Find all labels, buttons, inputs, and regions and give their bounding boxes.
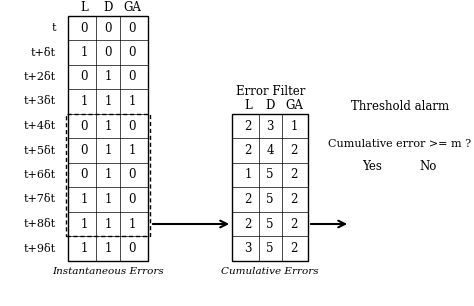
Text: D: D (103, 1, 113, 14)
Text: Yes: Yes (362, 159, 382, 173)
Text: 1: 1 (80, 242, 88, 255)
Text: 1: 1 (104, 144, 112, 157)
Text: 1: 1 (104, 242, 112, 255)
Text: 1: 1 (128, 95, 136, 108)
Text: 2: 2 (244, 120, 252, 132)
Text: No: No (419, 159, 437, 173)
Text: 3: 3 (266, 120, 274, 132)
Text: 5: 5 (266, 193, 274, 206)
Text: 0: 0 (128, 46, 136, 59)
Text: 1: 1 (104, 120, 112, 132)
Text: 0: 0 (80, 70, 88, 84)
Text: 1: 1 (80, 95, 88, 108)
Text: t+8δt: t+8δt (24, 219, 56, 229)
Text: t+2δt: t+2δt (24, 72, 56, 82)
Text: 1: 1 (128, 218, 136, 230)
Text: 1: 1 (80, 46, 88, 59)
Text: t+3δt: t+3δt (24, 96, 56, 106)
Text: Threshold alarm: Threshold alarm (351, 99, 449, 113)
Text: 0: 0 (128, 193, 136, 206)
Text: 0: 0 (80, 21, 88, 35)
Text: 0: 0 (80, 120, 88, 132)
Text: 2: 2 (244, 218, 252, 230)
Text: 0: 0 (104, 46, 112, 59)
Text: 2: 2 (244, 193, 252, 206)
Bar (66, 114, 150, 236)
Text: t+4δt: t+4δt (24, 121, 56, 131)
Text: 0: 0 (128, 21, 136, 35)
Text: 0: 0 (104, 21, 112, 35)
Text: 0: 0 (128, 169, 136, 181)
Text: D: D (265, 99, 275, 112)
Text: 1: 1 (104, 95, 112, 108)
Text: Instantaneous Errors: Instantaneous Errors (52, 267, 164, 276)
Text: 2: 2 (290, 193, 298, 206)
Text: 2: 2 (244, 144, 252, 157)
Text: t+6δt: t+6δt (24, 170, 56, 180)
Text: 1: 1 (244, 169, 252, 181)
Text: 1: 1 (104, 70, 112, 84)
Text: L: L (80, 1, 88, 14)
Text: 5: 5 (266, 169, 274, 181)
Text: t+7δt: t+7δt (24, 195, 56, 204)
Text: 3: 3 (244, 242, 252, 255)
Text: 1: 1 (80, 218, 88, 230)
Text: 1: 1 (104, 218, 112, 230)
Text: 1: 1 (104, 169, 112, 181)
Text: 0: 0 (80, 144, 88, 157)
Text: Error Filter: Error Filter (237, 85, 306, 98)
Text: t+5δt: t+5δt (24, 145, 56, 155)
Text: t: t (52, 23, 56, 33)
Text: GA: GA (285, 99, 303, 112)
Text: 5: 5 (266, 242, 274, 255)
Text: 1: 1 (80, 193, 88, 206)
Text: 4: 4 (266, 144, 274, 157)
Text: 0: 0 (128, 70, 136, 84)
Text: 2: 2 (290, 242, 298, 255)
Text: t+δt: t+δt (31, 47, 56, 58)
Text: Cumulative Errors: Cumulative Errors (221, 267, 319, 276)
Text: 0: 0 (128, 120, 136, 132)
Text: t+9δt: t+9δt (24, 244, 56, 253)
Bar (232, 114, 308, 261)
Text: 2: 2 (290, 144, 298, 157)
Text: Cumulative error >= m ?: Cumulative error >= m ? (328, 139, 472, 149)
Text: 0: 0 (128, 242, 136, 255)
Text: L: L (244, 99, 252, 112)
Text: 2: 2 (290, 218, 298, 230)
Text: 1: 1 (104, 193, 112, 206)
Text: 5: 5 (266, 218, 274, 230)
Text: 0: 0 (80, 169, 88, 181)
Text: 1: 1 (290, 120, 298, 132)
Text: 2: 2 (290, 169, 298, 181)
Bar (68, 16, 148, 261)
Text: 1: 1 (128, 144, 136, 157)
Text: GA: GA (123, 1, 141, 14)
